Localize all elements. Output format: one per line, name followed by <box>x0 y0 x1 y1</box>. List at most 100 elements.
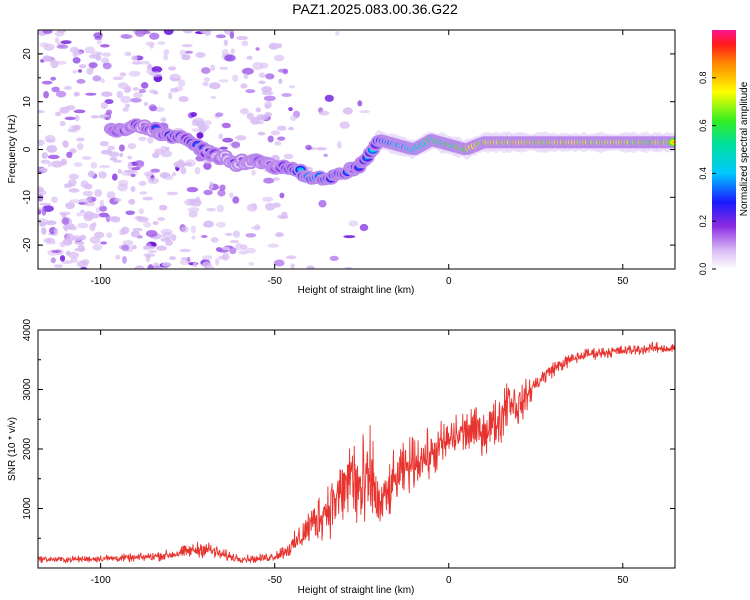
noise-blob <box>135 160 145 169</box>
snr-plot-area <box>38 330 675 568</box>
noise-blob <box>100 241 107 245</box>
noise-blob <box>149 105 158 112</box>
noise-blob <box>160 145 167 153</box>
noise-blob <box>241 67 254 75</box>
noise-blob <box>64 116 76 121</box>
noise-blob <box>60 40 72 44</box>
noise-blob <box>200 30 210 34</box>
noise-blob <box>217 189 226 197</box>
noise-blob <box>130 173 136 178</box>
noise-blob <box>92 222 97 227</box>
noise-blob <box>68 173 80 180</box>
noise-blob <box>210 95 217 100</box>
noise-blob <box>172 171 177 177</box>
noise-blob <box>210 237 219 243</box>
noise-blob <box>168 92 173 100</box>
noise-blob <box>56 60 67 65</box>
noise-blob <box>50 257 56 264</box>
noise-blob <box>179 49 187 56</box>
noise-blob <box>61 217 70 225</box>
noise-blob <box>83 183 93 190</box>
noise-blob <box>305 144 312 151</box>
noise-blob <box>127 162 133 170</box>
noise-blob <box>92 75 102 82</box>
noise-blob <box>218 133 223 140</box>
noise-blob <box>229 247 237 255</box>
noise-blob <box>229 31 235 39</box>
noise-blob <box>70 257 78 263</box>
noise-blob <box>180 257 188 261</box>
noise-blob <box>235 243 243 251</box>
noise-blob <box>245 89 256 94</box>
noise-blob <box>51 86 60 93</box>
noise-blob <box>192 261 198 268</box>
noise-blob <box>69 199 81 204</box>
noise-blob <box>335 31 340 36</box>
y-tick-label: 3000 <box>22 378 33 401</box>
noise-blob <box>268 42 279 50</box>
noise-blob <box>88 62 98 69</box>
noise-blob <box>39 202 51 206</box>
noise-blob <box>218 79 229 83</box>
noise-blob <box>160 117 167 122</box>
noise-blob <box>179 259 190 266</box>
noise-blob <box>125 210 135 216</box>
noise-blob <box>173 161 186 168</box>
noise-blob <box>246 112 254 120</box>
noise-blob <box>100 149 113 155</box>
noise-blob <box>272 202 281 208</box>
noise-blob <box>219 66 229 70</box>
noise-blob <box>128 198 136 205</box>
noise-blob <box>147 136 154 144</box>
noise-blob <box>278 215 289 219</box>
noise-blob <box>123 169 136 173</box>
noise-blob <box>240 83 248 89</box>
x-tick-label: 0 <box>446 575 452 586</box>
noise-blob <box>134 216 144 220</box>
noise-blob <box>142 196 154 201</box>
noise-blob <box>120 95 132 104</box>
snr-line-path <box>38 341 675 564</box>
noise-blob <box>150 168 160 173</box>
noise-blob <box>329 255 339 261</box>
noise-blob <box>263 177 275 184</box>
noise-blob <box>101 52 112 57</box>
noise-blob <box>105 109 113 115</box>
noise-blob <box>81 156 92 160</box>
noise-blob <box>359 110 371 114</box>
noise-blob <box>157 41 166 46</box>
noise-blob <box>178 96 189 103</box>
noise-blob <box>143 171 154 177</box>
noise-blob <box>200 235 208 238</box>
noise-blob <box>245 233 257 238</box>
noise-blob <box>188 211 198 218</box>
noise-blob <box>47 154 60 160</box>
noise-blob <box>96 39 102 45</box>
noise-blob <box>259 62 269 69</box>
noise-blob <box>232 230 241 238</box>
noise-blob <box>67 179 77 186</box>
noise-blob <box>112 173 118 181</box>
noise-blob <box>41 227 47 235</box>
noise-blob <box>267 135 274 143</box>
noise-blob <box>232 196 240 204</box>
noise-blob <box>191 235 196 240</box>
noise-blob <box>177 79 186 87</box>
noise-blob <box>117 82 129 89</box>
noise-blob <box>45 220 57 226</box>
noise-blob <box>138 136 147 141</box>
noise-blob <box>74 114 80 122</box>
noise-blob <box>241 40 249 47</box>
noise-blob <box>68 188 80 193</box>
noise-blob <box>127 143 136 150</box>
noise-blob <box>41 80 53 85</box>
noise-blob <box>255 107 262 113</box>
noise-blob <box>91 197 97 202</box>
noise-blob <box>288 107 293 112</box>
noise-blob <box>243 73 249 80</box>
noise-blob <box>38 167 45 172</box>
noise-blob <box>85 92 97 96</box>
noise-blob <box>50 76 57 81</box>
colorbar-tick-label: 0.2 <box>698 215 708 228</box>
